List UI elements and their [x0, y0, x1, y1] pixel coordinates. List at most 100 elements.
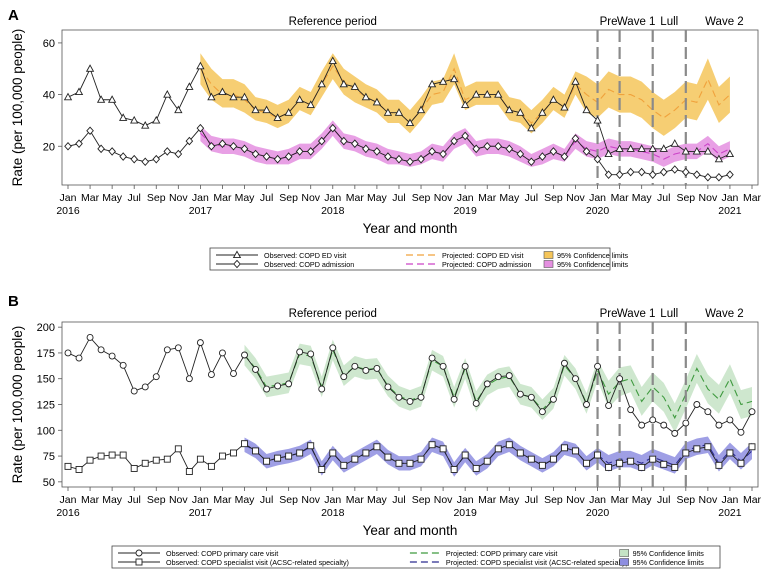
data-point	[715, 461, 723, 469]
data-point	[670, 139, 679, 147]
data-point	[527, 123, 536, 132]
x-tick-label: May	[367, 192, 388, 204]
x-tick-label: Sep	[412, 494, 431, 506]
data-point	[461, 131, 469, 141]
data-point	[637, 167, 646, 177]
x-tick-label: Nov	[566, 494, 585, 506]
legend-item: Observed: COPD specialist visit (ACSC-re…	[166, 558, 349, 567]
x-tick-label: Sep	[544, 494, 563, 506]
data-point	[185, 136, 194, 146]
data-point	[516, 149, 525, 159]
data-point	[219, 349, 226, 357]
legend-item: Observed: COPD primary care visit	[166, 549, 278, 558]
data-point	[185, 375, 193, 383]
data-point	[582, 105, 591, 114]
data-point	[715, 172, 723, 182]
data-point	[616, 375, 624, 383]
x-tick-year-label: 2016	[56, 507, 80, 519]
y-tick-label: 100	[37, 425, 55, 437]
data-point	[119, 361, 127, 369]
legend-item: Projected: COPD ED visit	[442, 251, 523, 260]
data-point	[362, 367, 370, 374]
data-point	[130, 154, 138, 164]
data-point	[405, 118, 415, 127]
data-point	[362, 144, 370, 154]
x-tick-label: Mar	[478, 494, 497, 506]
data-point	[682, 449, 690, 457]
data-point	[108, 147, 116, 156]
data-point	[130, 464, 138, 472]
data-point	[417, 455, 425, 463]
data-point	[604, 149, 613, 158]
data-point	[461, 362, 469, 370]
data-point	[516, 108, 525, 116]
data-point	[251, 105, 260, 114]
x-tick-label: Sep	[147, 494, 166, 506]
y-tick-label: 175	[37, 348, 55, 360]
data-point	[572, 447, 579, 455]
data-point	[461, 100, 470, 108]
x-tick-label: Sep	[279, 192, 298, 204]
data-point	[141, 121, 150, 129]
data-point	[318, 466, 326, 473]
data-point	[726, 170, 734, 179]
data-point	[615, 144, 624, 152]
data-point	[549, 455, 557, 463]
x-tick-label: May	[499, 494, 520, 506]
data-point	[472, 90, 481, 98]
data-point	[307, 350, 315, 358]
data-point	[472, 144, 480, 154]
data-point	[219, 452, 226, 460]
data-point	[86, 126, 94, 136]
data-point	[96, 95, 106, 103]
data-point	[737, 428, 745, 436]
x-tick-label: Nov	[434, 494, 453, 506]
data-point	[583, 459, 590, 467]
data-point	[438, 77, 448, 85]
data-point	[306, 100, 315, 108]
x-tick-label: Jul	[127, 192, 140, 204]
data-point	[594, 451, 601, 459]
data-point	[406, 157, 414, 167]
data-point	[604, 170, 613, 179]
data-point	[428, 147, 436, 156]
x-tick-label: Nov	[169, 494, 188, 506]
data-point	[218, 87, 227, 96]
period-label: Lull	[660, 16, 678, 28]
data-point	[549, 95, 558, 103]
x-tick-label: Jul	[392, 494, 405, 506]
data-point	[384, 453, 392, 461]
data-point	[372, 97, 382, 106]
data-point	[693, 445, 701, 453]
data-point	[660, 460, 668, 468]
data-point	[538, 408, 546, 416]
data-point	[626, 167, 635, 177]
period-label: Wave 1	[617, 16, 656, 28]
data-point	[119, 113, 128, 121]
x-tick-label: May	[632, 192, 653, 204]
x-tick-label: Nov	[169, 192, 188, 204]
x-tick-label: Jul	[392, 192, 405, 204]
data-point	[207, 141, 216, 151]
data-point	[274, 382, 282, 390]
data-point	[329, 449, 337, 457]
period-label: Pre	[600, 16, 618, 28]
x-tick-label: Jul	[525, 192, 538, 204]
x-tick-label: Jul	[260, 192, 273, 204]
data-point	[340, 136, 348, 146]
data-point	[560, 102, 569, 111]
data-point	[538, 461, 546, 469]
x-tick-label: Jan	[324, 192, 341, 204]
legend-swatch	[543, 251, 554, 259]
data-point	[472, 464, 480, 472]
legend-item: 95% Confidence limits	[557, 251, 629, 260]
data-point	[86, 334, 94, 341]
data-point	[472, 400, 480, 407]
data-point	[119, 451, 127, 459]
data-point	[174, 344, 182, 352]
data-point	[274, 454, 282, 462]
data-point	[494, 90, 503, 98]
data-point	[549, 395, 557, 403]
data-point	[428, 354, 436, 362]
x-tick-year-label: 2019	[453, 205, 477, 217]
